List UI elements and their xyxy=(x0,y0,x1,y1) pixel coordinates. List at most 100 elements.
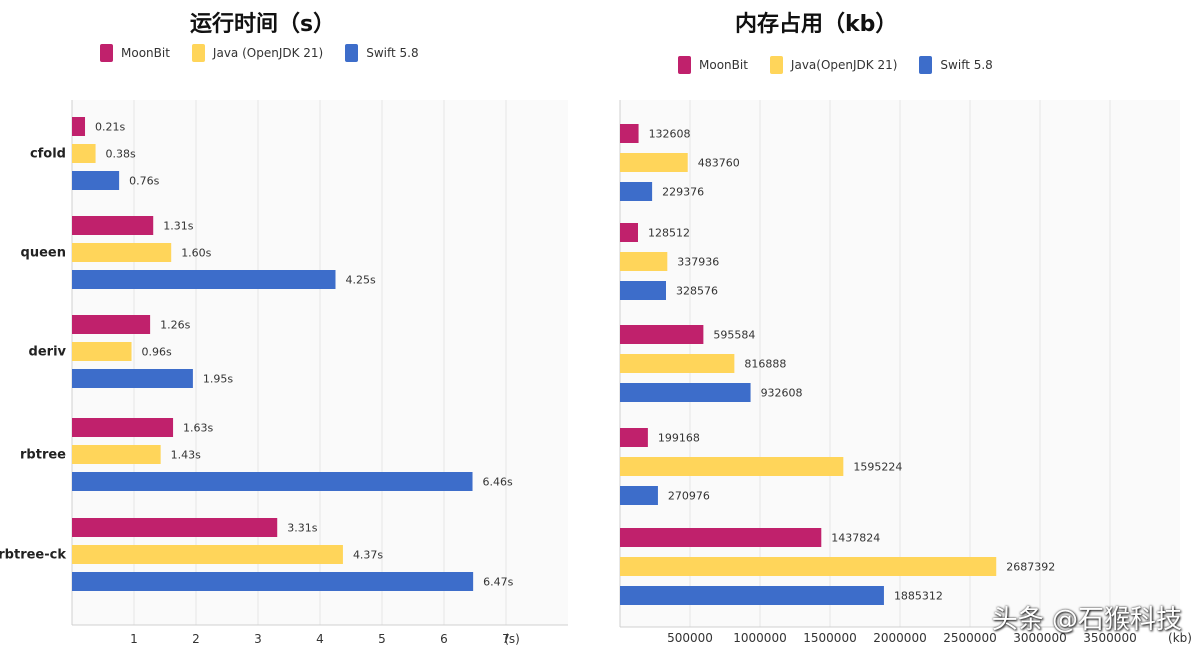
data-label: 128512 xyxy=(648,227,690,240)
data-label: 1.26s xyxy=(160,319,190,332)
x-tick-label: 500000 xyxy=(667,631,713,645)
bar-swift-rbtree xyxy=(620,486,658,505)
data-label: 1437824 xyxy=(831,532,880,545)
data-label: 483760 xyxy=(698,157,740,170)
x-tick-label: 6 xyxy=(440,632,448,646)
memory-chart-panel: 内存占用（kb） MoonBit Java(OpenJDK 21) Swift … xyxy=(600,0,1200,652)
x-tick-label: 1000000 xyxy=(733,631,786,645)
data-label: 0.96s xyxy=(142,346,172,359)
bar-moonbit-rbtree xyxy=(72,418,174,437)
x-tick-label: 3 xyxy=(254,632,262,646)
data-label: 1885312 xyxy=(894,590,943,603)
x-tick-label: 2500000 xyxy=(943,631,996,645)
data-label: 1.43s xyxy=(171,449,201,462)
bar-swift-queen xyxy=(620,281,667,300)
bar-java-rbtree xyxy=(72,445,161,464)
data-label: 270976 xyxy=(668,490,710,503)
bar-java-deriv xyxy=(620,354,735,373)
chart-title: 运行时间（s） xyxy=(190,12,336,37)
data-label: 1595224 xyxy=(853,461,902,474)
data-label: 6.47s xyxy=(483,576,513,589)
chart-legend: MoonBit Java(OpenJDK 21) Swift 5.8 xyxy=(678,56,993,74)
legend-swatch xyxy=(919,56,933,74)
x-tick-label: 1 xyxy=(130,632,138,646)
bar-moonbit-deriv xyxy=(620,325,704,344)
data-label: 816888 xyxy=(744,358,786,371)
category-label: queen xyxy=(21,246,66,261)
x-tick-label: 7 xyxy=(502,632,510,646)
data-label: 932608 xyxy=(761,387,803,400)
legend-swatch xyxy=(769,56,783,74)
bar-java-cfold xyxy=(72,144,96,163)
chart-title: 内存占用（kb） xyxy=(735,12,898,37)
x-tick-label: 1500000 xyxy=(803,631,856,645)
bar-moonbit-cfold xyxy=(72,117,86,136)
watermark: 头条 @石猴科技 xyxy=(991,605,1182,635)
data-label: 1.95s xyxy=(203,373,233,386)
bar-swift-deriv xyxy=(72,369,193,388)
bar-swift-deriv xyxy=(620,383,751,402)
x-tick-label: 4 xyxy=(316,632,324,646)
x-tick-label: 5 xyxy=(378,632,386,646)
data-label: 0.38s xyxy=(106,148,136,161)
x-tick-label: 2000000 xyxy=(873,631,926,645)
x-tick-label: 3000000 xyxy=(1013,631,1066,645)
data-label: 328576 xyxy=(676,285,718,298)
bar-java-rbtree-ck xyxy=(72,545,343,564)
data-label: 4.37s xyxy=(353,549,383,562)
bar-java-rbtree-ck xyxy=(620,557,997,576)
legend-item-swift: Swift 5.8 xyxy=(345,44,419,62)
data-label: 3.31s xyxy=(287,522,317,535)
bar-swift-rbtree-ck xyxy=(620,586,884,605)
bar-swift-queen xyxy=(72,270,336,289)
bar-moonbit-deriv xyxy=(72,315,151,334)
bar-java-cfold xyxy=(620,153,688,172)
bar-moonbit-queen xyxy=(620,223,638,242)
bar-java-deriv xyxy=(72,342,132,361)
x-tick-label: 2 xyxy=(192,632,200,646)
runtime-chart-panel: 运行时间（s） MoonBit Java (OpenJDK 21) Swift … xyxy=(0,12,568,646)
chart-legend: MoonBit Java (OpenJDK 21) Swift 5.8 xyxy=(100,44,419,62)
x-tick-label: 3500000 xyxy=(1083,631,1136,645)
legend-label: Java (OpenJDK 21) xyxy=(212,46,324,60)
category-label: deriv xyxy=(29,345,67,360)
bar-moonbit-queen xyxy=(72,216,154,235)
x-unit-label: (s) xyxy=(504,632,520,646)
data-label: 1.31s xyxy=(163,220,193,233)
legend-label: MoonBit xyxy=(699,58,748,72)
bar-moonbit-cfold xyxy=(620,124,639,143)
data-label: 1.60s xyxy=(181,247,211,260)
bar-moonbit-rbtree xyxy=(620,428,648,447)
data-label: 0.76s xyxy=(129,175,159,188)
data-label: 199168 xyxy=(658,432,700,445)
data-label: 4.25s xyxy=(346,274,376,287)
legend-item-moonbit: MoonBit xyxy=(678,56,748,74)
data-label: 0.21s xyxy=(95,121,125,134)
legend-label: Swift 5.8 xyxy=(940,58,993,72)
bar-swift-cfold xyxy=(72,171,120,190)
category-label: rbtree xyxy=(20,448,66,463)
bar-swift-cfold xyxy=(620,182,653,201)
legend-swatch xyxy=(100,44,113,62)
legend-item-java: Java(OpenJDK 21) xyxy=(769,56,898,74)
category-label: rbtree-ck xyxy=(0,548,66,563)
bar-java-queen xyxy=(72,243,172,262)
bar-java-queen xyxy=(620,252,668,271)
data-label: 6.46s xyxy=(483,476,513,489)
legend-item-java: Java (OpenJDK 21) xyxy=(191,44,324,62)
legend-label: MoonBit xyxy=(121,46,170,60)
data-label: 595584 xyxy=(713,329,755,342)
category-label: cfold xyxy=(30,147,66,162)
bar-moonbit-rbtree-ck xyxy=(72,518,278,537)
bar-java-rbtree xyxy=(620,457,844,476)
data-label: 229376 xyxy=(662,186,704,199)
legend-label: Java(OpenJDK 21) xyxy=(790,58,898,72)
legend-swatch xyxy=(191,44,205,62)
legend-swatch xyxy=(345,44,359,62)
data-label: 337936 xyxy=(677,256,719,269)
legend-swatch xyxy=(678,56,691,74)
legend-item-moonbit: MoonBit xyxy=(100,44,170,62)
legend-label: Swift 5.8 xyxy=(366,46,419,60)
bar-swift-rbtree xyxy=(72,472,473,491)
bar-swift-rbtree-ck xyxy=(72,572,474,591)
